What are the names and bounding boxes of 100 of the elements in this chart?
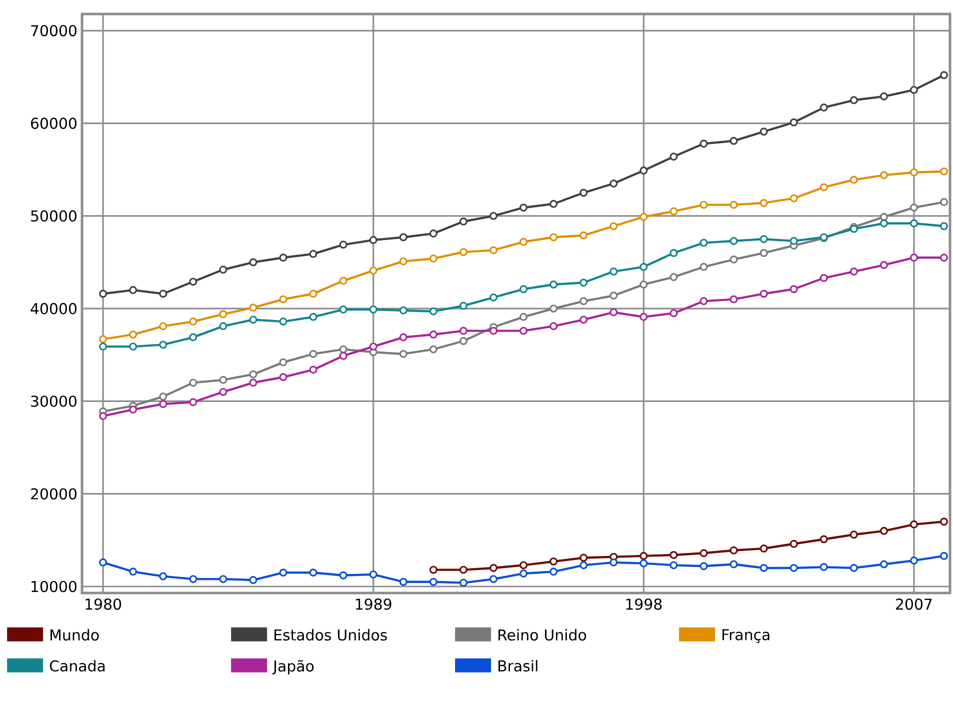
point — [910, 168, 918, 176]
point — [580, 297, 588, 306]
y-tick-label: 10000 — [32, 580, 76, 592]
point — [520, 326, 528, 335]
point — [279, 373, 288, 382]
point — [429, 230, 438, 238]
point — [790, 118, 798, 126]
point — [670, 207, 678, 216]
point — [99, 412, 108, 420]
point — [279, 318, 288, 326]
point — [670, 152, 678, 161]
point — [850, 176, 858, 184]
point — [129, 568, 138, 576]
point — [640, 552, 648, 560]
point — [730, 295, 738, 304]
point — [610, 292, 618, 300]
point — [159, 400, 168, 408]
point — [369, 342, 378, 351]
point — [520, 238, 528, 246]
point — [880, 171, 888, 180]
point — [489, 575, 498, 584]
point — [399, 333, 408, 342]
point — [910, 520, 918, 528]
point — [219, 388, 228, 396]
point — [880, 526, 888, 535]
point — [550, 568, 558, 576]
point — [520, 570, 528, 578]
point — [279, 295, 288, 304]
point — [610, 268, 618, 276]
point — [249, 576, 258, 584]
point — [520, 561, 528, 570]
point — [520, 312, 528, 321]
point — [219, 310, 228, 318]
point — [700, 200, 708, 209]
point — [640, 166, 648, 175]
point — [910, 86, 918, 94]
point — [670, 273, 678, 282]
point — [550, 557, 558, 566]
point — [730, 236, 738, 245]
point — [309, 250, 318, 258]
point — [459, 218, 468, 226]
point — [309, 312, 318, 321]
point — [99, 558, 108, 566]
y-tick-label: 20000 — [31, 488, 76, 500]
point — [550, 200, 558, 208]
point — [309, 366, 318, 374]
x-tick-label: 2007 — [896, 598, 932, 610]
point — [489, 564, 498, 572]
point — [459, 337, 468, 346]
point — [730, 546, 738, 554]
point — [189, 378, 198, 387]
point — [580, 561, 588, 570]
point — [159, 290, 168, 298]
point — [940, 222, 948, 230]
point — [670, 248, 678, 257]
point — [730, 560, 738, 568]
point — [730, 255, 738, 264]
point — [339, 240, 348, 249]
point — [159, 340, 168, 349]
y-tick-label: 50000 — [31, 210, 76, 222]
point — [159, 322, 168, 330]
point — [189, 575, 198, 584]
x-tick-label: 1998 — [626, 598, 662, 610]
point — [520, 204, 528, 212]
point — [459, 566, 468, 574]
point — [249, 370, 258, 378]
point — [700, 262, 708, 271]
point — [189, 318, 198, 326]
point — [309, 350, 318, 358]
point — [850, 268, 858, 276]
point — [369, 570, 378, 578]
point — [790, 564, 798, 572]
legend-label: Reino Unido — [498, 629, 586, 641]
point — [640, 312, 648, 321]
point — [219, 575, 228, 584]
point — [339, 352, 348, 360]
point — [129, 286, 138, 294]
y-tick-label: 40000 — [30, 302, 76, 314]
point — [790, 194, 798, 202]
point — [99, 335, 108, 344]
point — [399, 578, 408, 586]
point — [399, 306, 408, 314]
point — [760, 235, 768, 244]
point — [279, 254, 288, 262]
point — [459, 248, 468, 256]
point — [940, 552, 948, 560]
point — [820, 274, 828, 282]
point — [850, 530, 858, 539]
point — [219, 266, 228, 274]
x-tick-label: 1989 — [356, 598, 392, 610]
point — [880, 261, 888, 270]
point — [760, 198, 768, 207]
point — [670, 551, 678, 560]
point — [550, 322, 558, 330]
legend-label: Brasil — [498, 660, 538, 672]
point — [279, 568, 288, 577]
point — [880, 219, 888, 228]
point — [219, 322, 228, 330]
point — [339, 276, 348, 285]
point — [580, 554, 588, 562]
